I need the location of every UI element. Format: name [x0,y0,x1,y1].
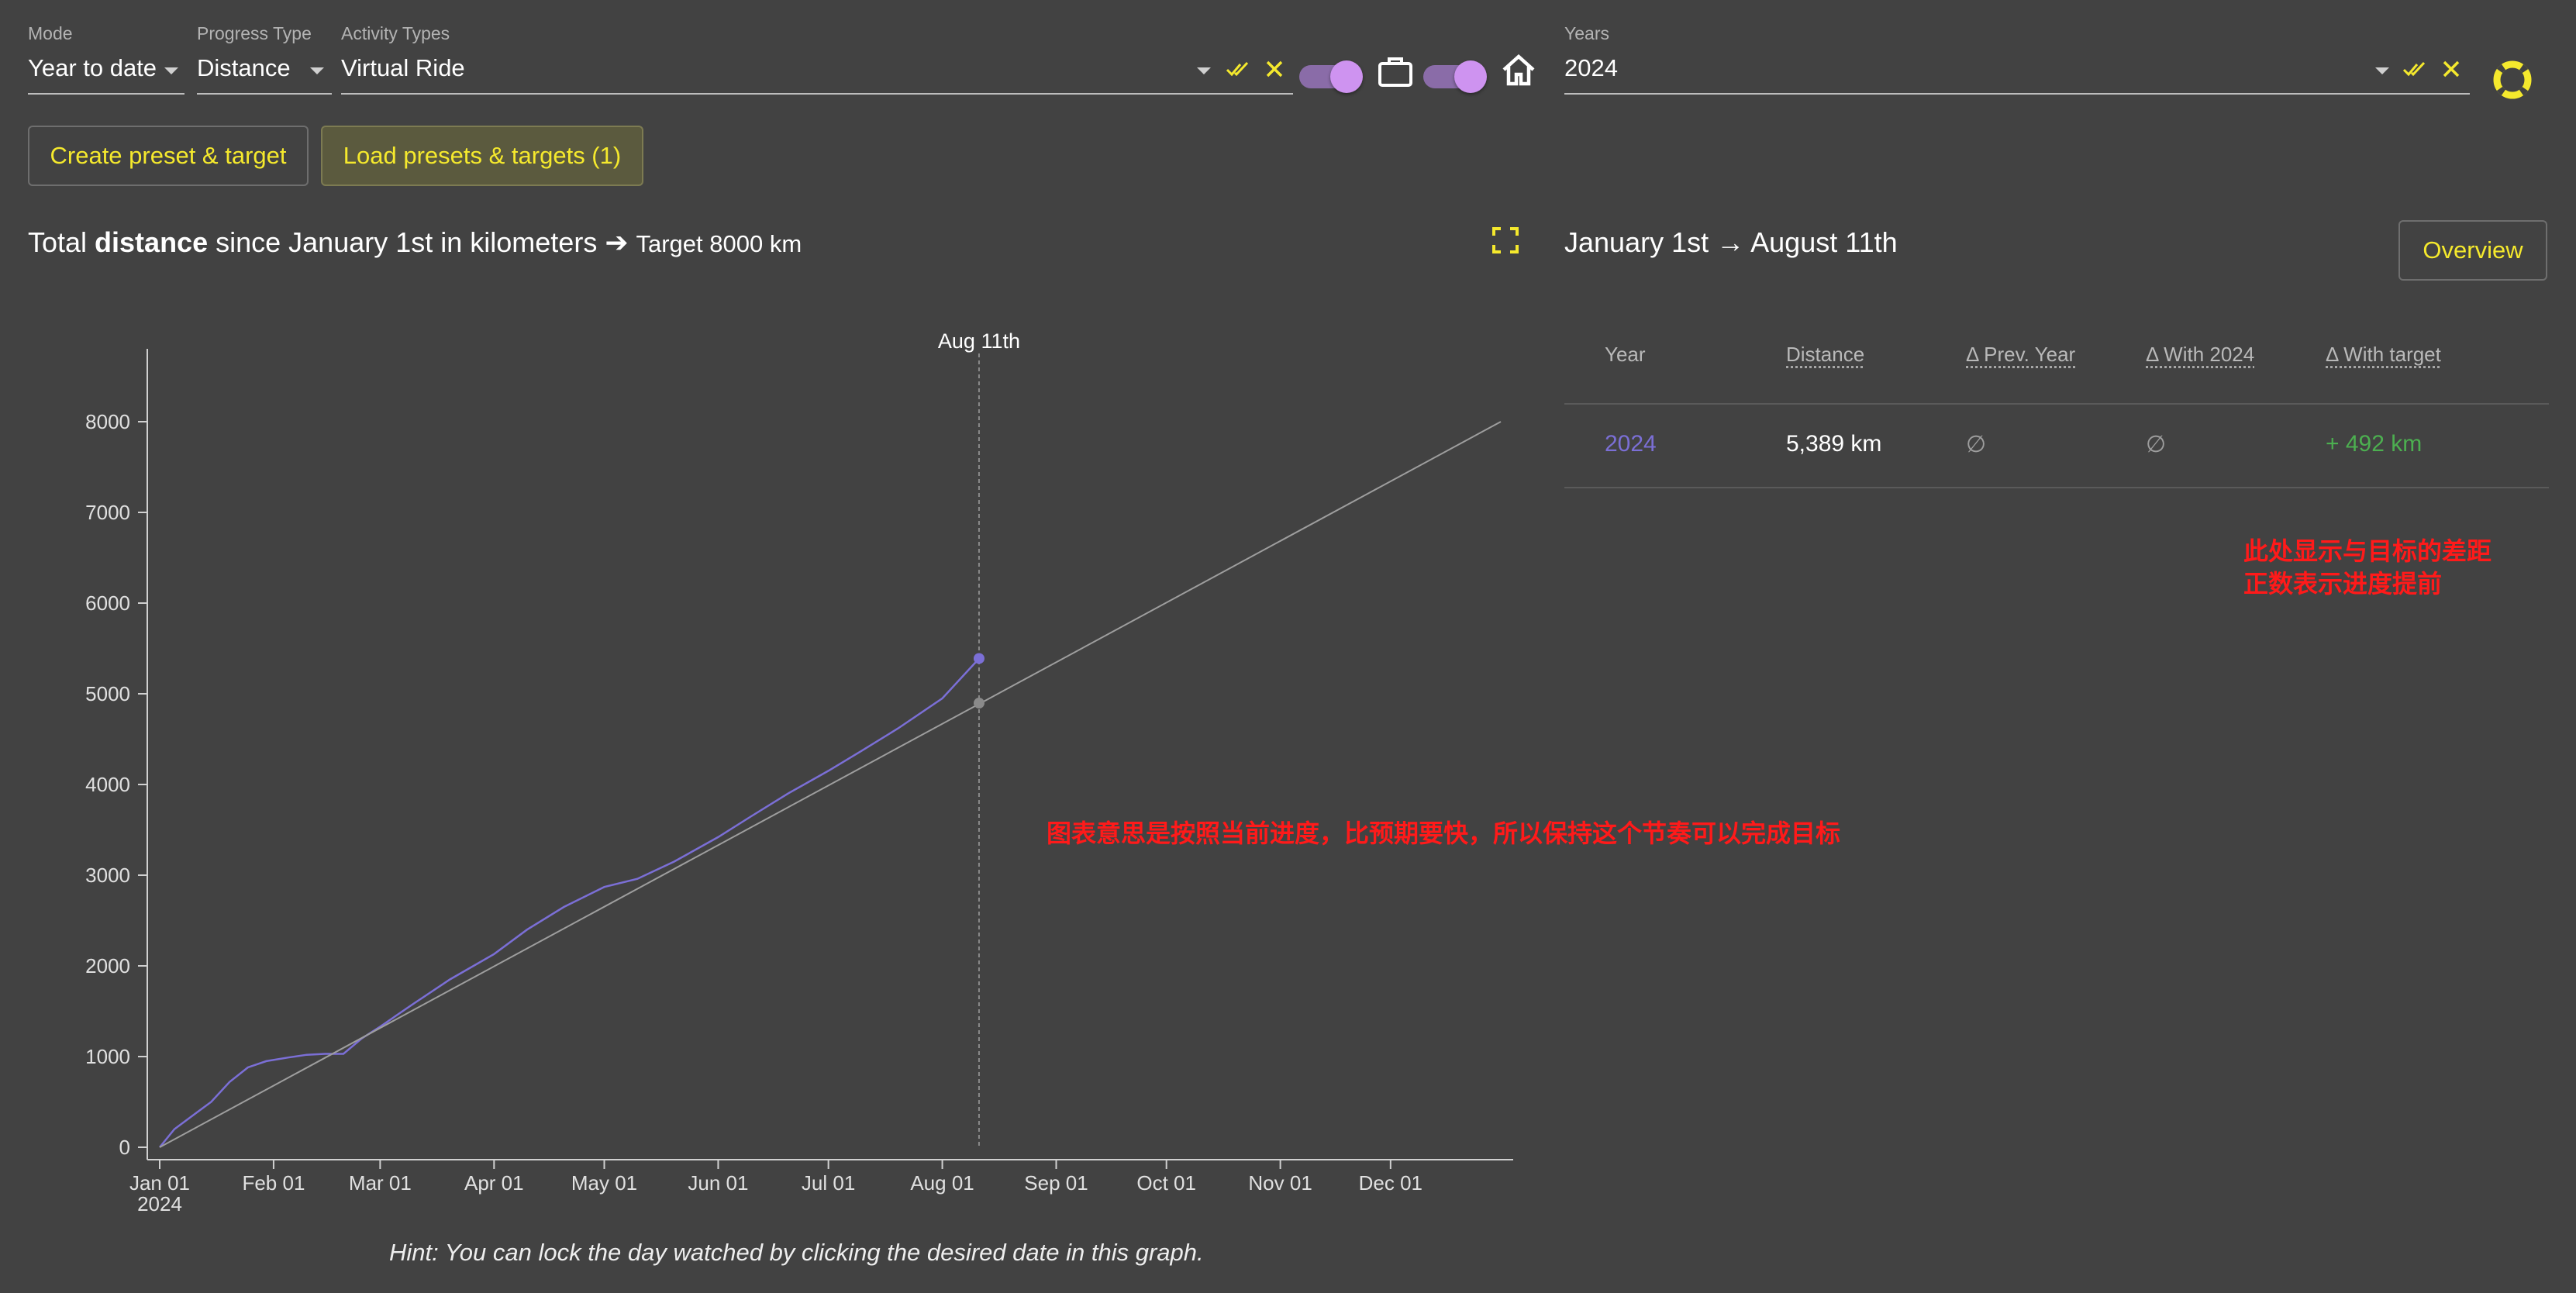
toggle-switch-1[interactable] [1299,60,1364,93]
mode-label: Mode [28,23,73,43]
table-annotation: 此处显示与目标的差距 正数表示进度提前 [2243,535,2492,600]
x-tick-label: Dec 01 [1359,1171,1422,1195]
col-header-with-2024[interactable]: Δ With 2024 [2146,343,2255,366]
mode-select[interactable]: Mode Year to date [28,23,184,95]
close-icon[interactable] [2440,58,2462,86]
activity-types-value: Virtual Ride [341,54,465,81]
progress-type-select[interactable]: Progress Type Distance [197,23,332,95]
col-header-year: Year [1605,343,1646,366]
actual-progress-line [159,657,980,1148]
row-with-target: + 492 km [2326,431,2423,457]
y-tick-label: 5000 [85,682,130,705]
row-prev-year: ∅ [1966,432,1987,457]
chevron-down-icon [310,67,324,74]
toggle-thumb [1330,60,1363,93]
range-from: January 1st [1564,226,1709,258]
progress-chart[interactable]: 0 1000 2000 3000 4000 5000 6000 7000 8000 Jan 012… [0,310,1535,1233]
x-tick-label: Nov 01 [1248,1171,1312,1195]
range-to: August 11th [1750,226,1898,258]
chevron-down-icon [164,67,178,74]
years-select[interactable]: Years 2024 [1564,23,2470,95]
y-tick-label: 1000 [85,1045,130,1068]
mode-underline [28,93,184,95]
x-tick-label: May 01 [571,1171,637,1195]
chevron-down-icon [2375,67,2389,74]
create-preset-button[interactable]: Create preset & target [28,126,309,186]
toggle-switch-2[interactable] [1423,60,1488,93]
actual-marker-dot [973,653,985,664]
lifebuoy-icon[interactable] [2493,60,2532,103]
y-tick-label: 4000 [85,773,130,796]
activity-types-underline [341,93,1293,95]
briefcase-icon[interactable] [1377,54,1414,92]
double-check-icon[interactable] [1225,56,1251,88]
x-tick-label: Jan 01 [129,1171,190,1195]
y-tick-label: 2000 [85,954,130,978]
x-tick-label: Jun 01 [688,1171,748,1195]
x-tick-label: Mar 01 [349,1171,412,1195]
chart-title-suffix: since January 1st in kilometers ➔ [208,226,636,258]
x-tick-label: Sep 01 [1024,1171,1088,1195]
x-tick-label: Feb 01 [242,1171,305,1195]
row-with-2024: ∅ [2146,432,2167,457]
activity-types-label: Activity Types [341,23,450,43]
row-distance: 5,389 km [1786,431,1882,457]
col-header-prev-year[interactable]: Δ Prev. Year [1966,343,2076,366]
close-icon[interactable] [1264,58,1285,86]
years-value: 2024 [1564,54,1618,81]
x-tick-sublabel: 2024 [137,1192,182,1215]
table-divider [1564,403,2549,405]
progress-type-value: Distance [197,54,291,81]
x-tick-label: Oct 01 [1136,1171,1196,1195]
x-tick-label: Jul 01 [802,1171,855,1195]
arrow-right-icon: → [1716,226,1745,258]
progress-type-label: Progress Type [197,23,312,43]
load-presets-button[interactable]: Load presets & targets (1) [321,126,643,186]
chart-title-target: Target 8000 km [636,230,802,257]
double-check-icon[interactable] [2402,56,2428,88]
chevron-down-icon [1197,67,1211,74]
home-icon[interactable] [1501,53,1536,91]
date-marker-label: Aug 11th [938,329,1020,353]
chart-title-metric: distance [95,226,209,258]
activity-types-select[interactable]: Activity Types Virtual Ride [341,23,1293,95]
y-tick-label: 3000 [85,864,130,887]
chart-hint: Hint: You can lock the day watched by cl… [389,1239,1204,1266]
chart-title-prefix: Total [28,226,95,258]
chart-annotation: 图表意思是按照当前进度，比预期要快，所以保持这个节奏可以完成目标 [1047,819,1841,848]
x-tick-label: Apr 01 [464,1171,524,1195]
target-marker-dot [973,698,985,709]
mode-value: Year to date [28,54,157,81]
col-header-with-target[interactable]: Δ With target [2326,343,2441,366]
target-pace-line [159,421,1502,1148]
y-tick-label: 8000 [85,410,130,433]
y-tick-label: 6000 [85,591,130,615]
progress-type-underline [197,93,332,95]
overview-button[interactable]: Overview [2398,220,2547,281]
chart-title: Total distance since January 1st in kilo… [28,226,802,259]
row-year[interactable]: 2024 [1605,431,1657,457]
y-tick-label: 0 [119,1136,130,1159]
table-annotation-line2: 正数表示进度提前 [2243,569,2443,598]
col-header-distance[interactable]: Distance [1786,343,1865,366]
years-underline [1564,93,2470,95]
years-label: Years [1564,23,1609,43]
x-tick-label: Aug 01 [910,1171,974,1195]
table-divider [1564,487,2549,488]
table-annotation-line1: 此处显示与目标的差距 [2243,536,2492,566]
y-tick-label: 7000 [85,501,130,524]
summary-table: Year Distance Δ Prev. Year Δ With 2024 Δ… [1564,310,2549,488]
date-range: January 1st → August 11th [1564,226,1898,259]
fullscreen-icon[interactable] [1491,226,1519,258]
toggle-thumb [1454,60,1487,93]
